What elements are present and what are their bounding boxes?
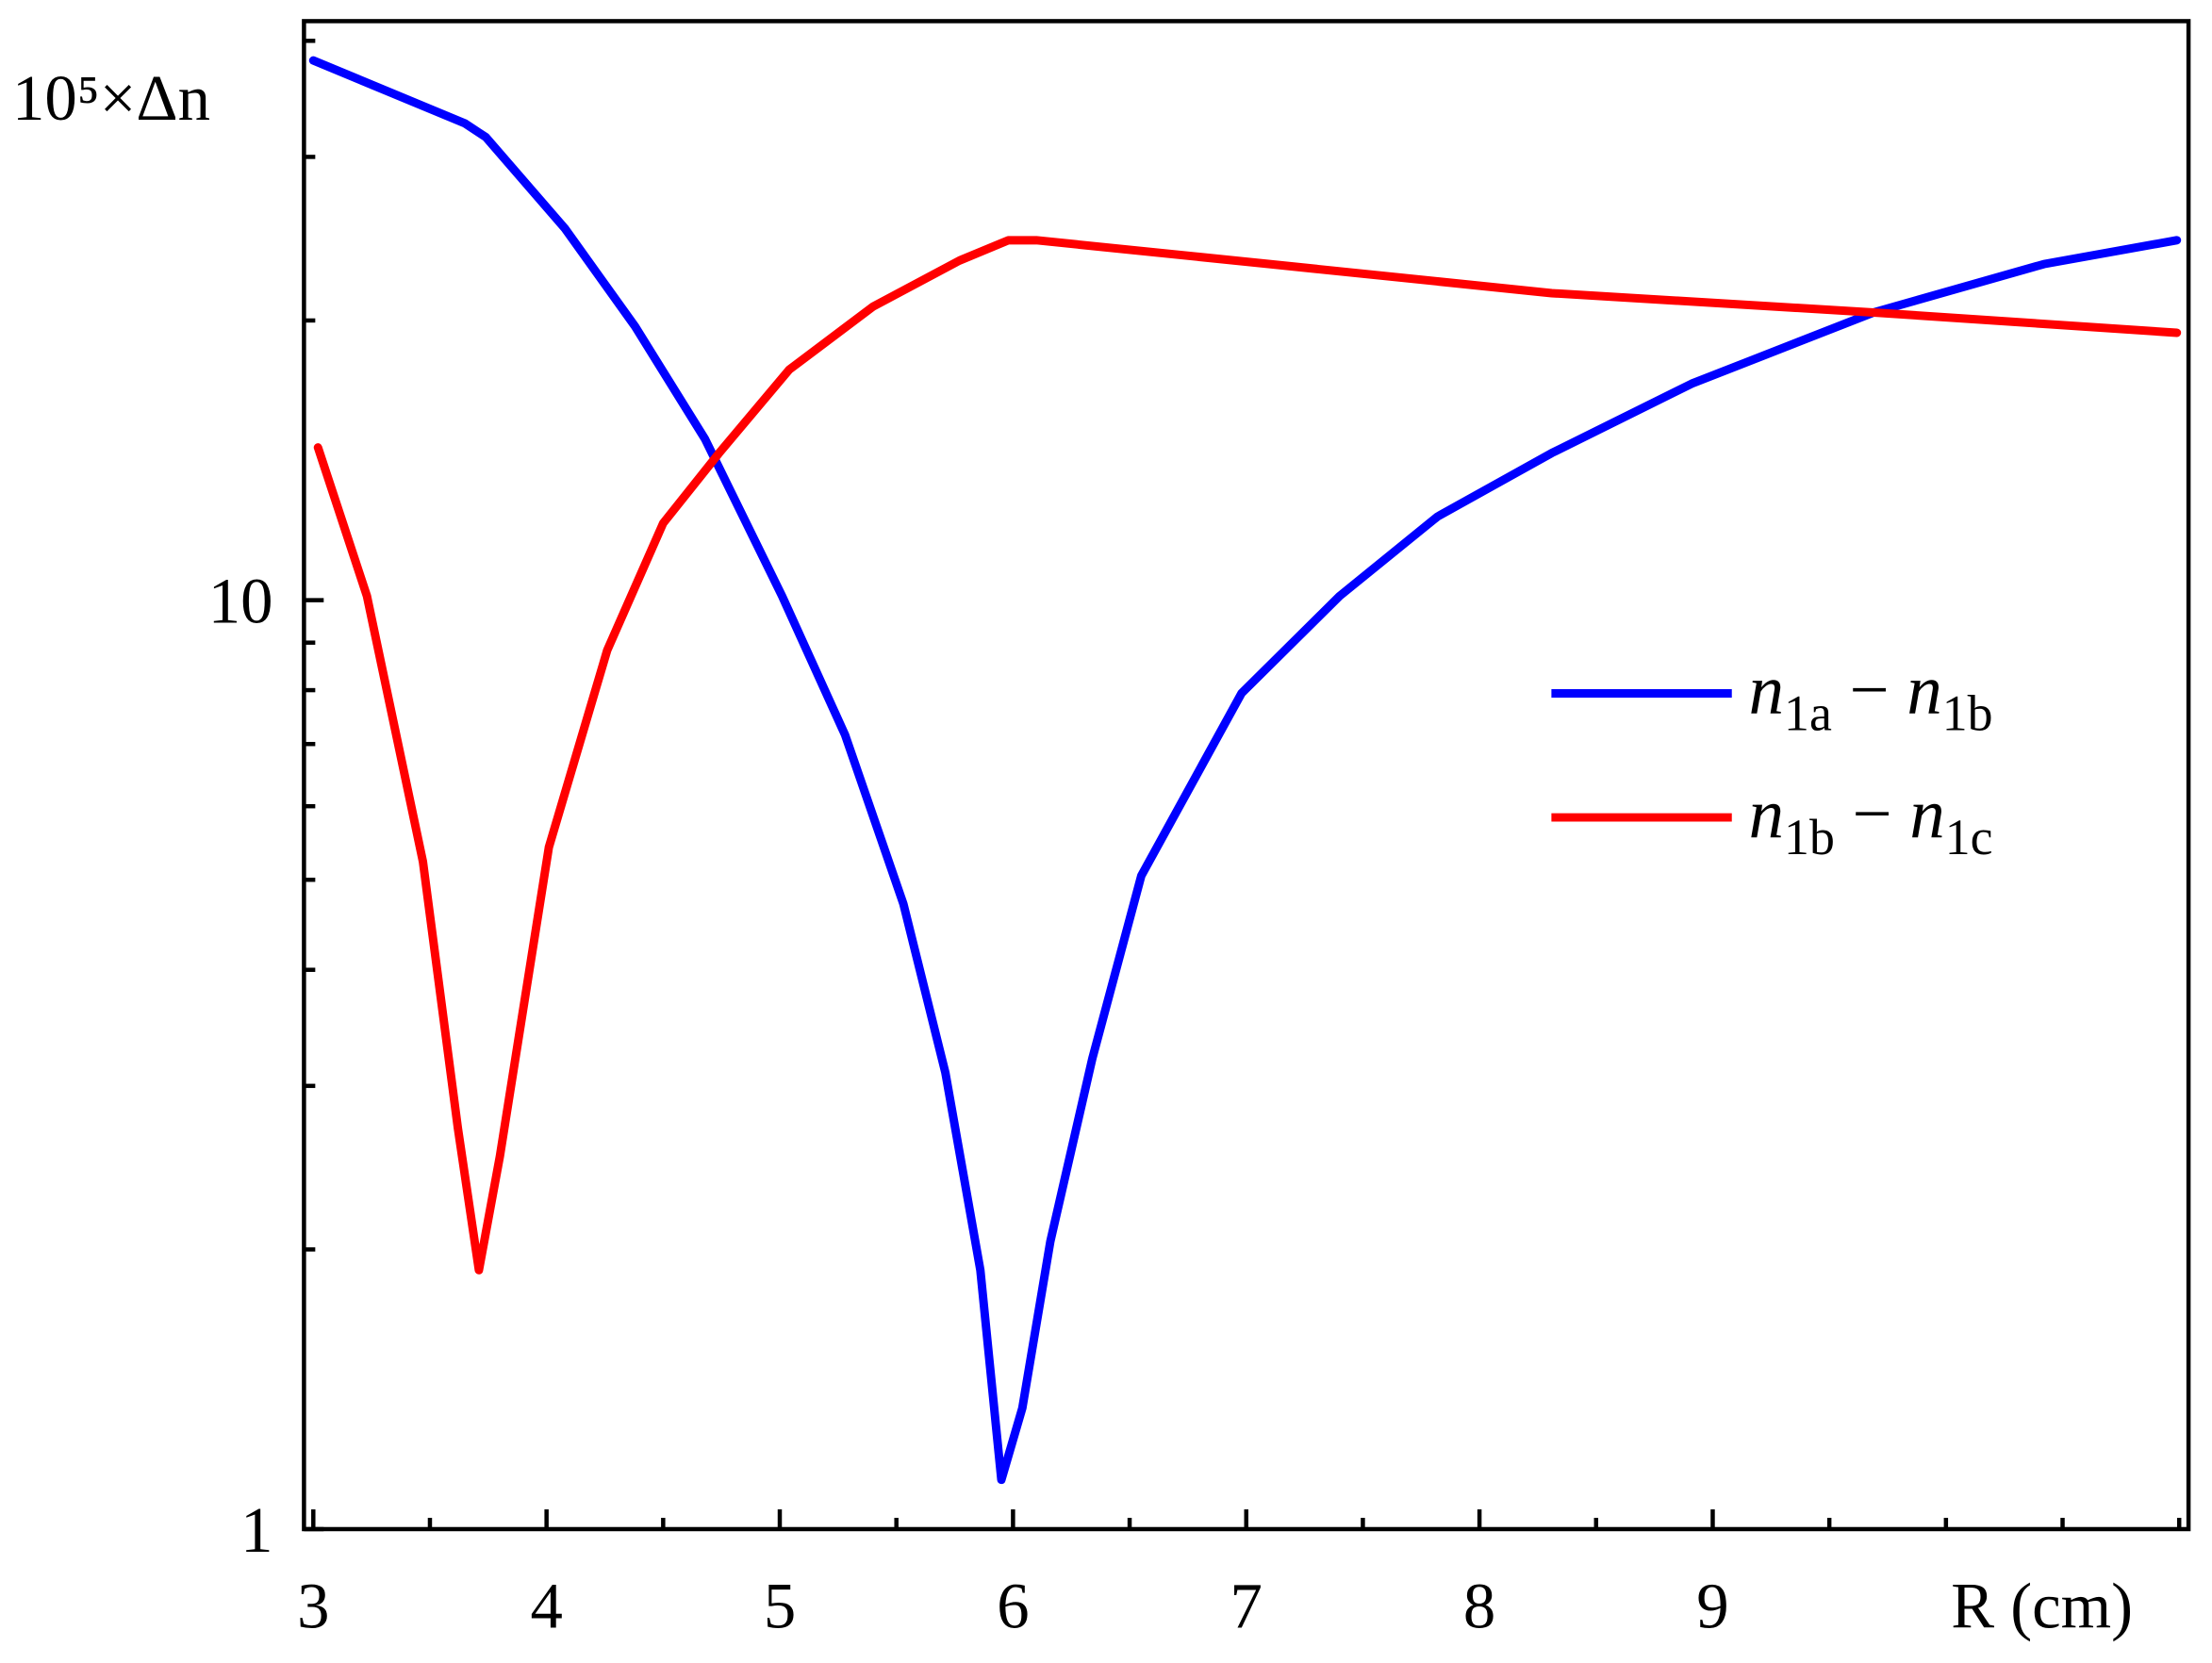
x-tick-label: 5 bbox=[764, 1571, 796, 1642]
y-tick-label: 10 bbox=[208, 565, 273, 636]
x-tick-label: 3 bbox=[297, 1571, 329, 1642]
y-axis-label: 10⁵×Δn bbox=[12, 62, 210, 134]
x-tick-label: 9 bbox=[1696, 1571, 1728, 1642]
y-tick-label: 1 bbox=[240, 1494, 272, 1566]
x-tick-label: 4 bbox=[530, 1571, 562, 1642]
data-line bbox=[313, 236, 2182, 1275]
legend-label: n1a − n1b bbox=[1749, 650, 1993, 741]
x-axis-label: R (cm) bbox=[1951, 1571, 2133, 1642]
x-tick-label: 7 bbox=[1230, 1571, 1263, 1642]
legend-label: n1b − n1c bbox=[1749, 775, 1993, 865]
x-tick-label: 8 bbox=[1463, 1571, 1495, 1642]
data-line bbox=[308, 56, 2182, 1485]
x-tick-label: 6 bbox=[997, 1571, 1029, 1642]
